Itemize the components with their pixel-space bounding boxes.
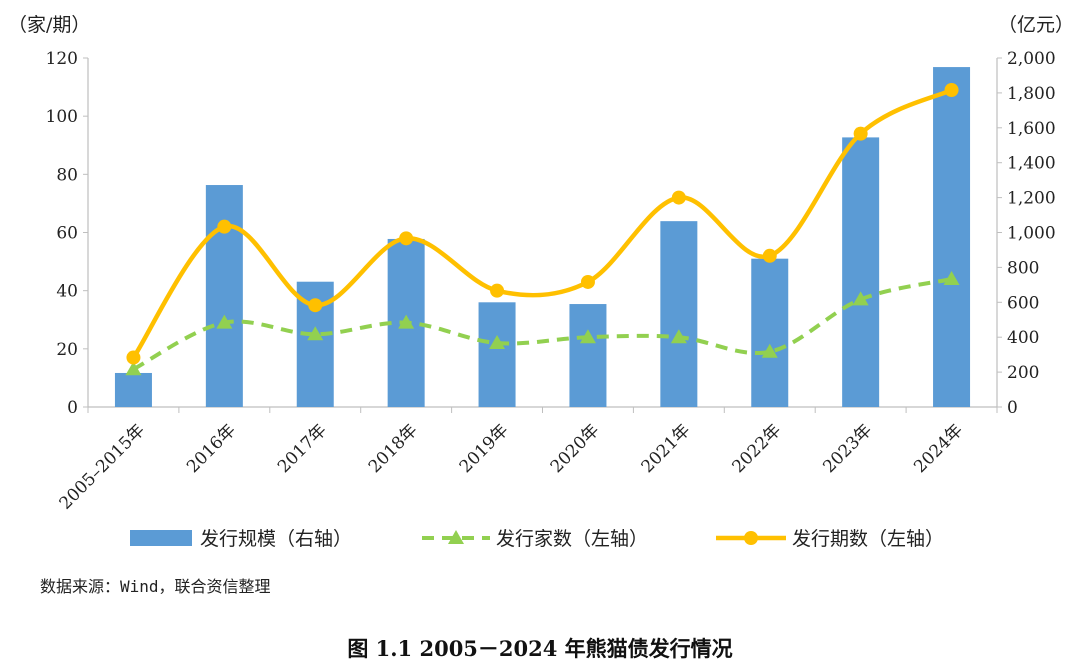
bar-issuance-scale	[205, 185, 243, 407]
point-issuer-count	[943, 271, 960, 286]
right-tick-label: 2,000	[1007, 49, 1056, 69]
left-tick-label: 100	[46, 107, 78, 127]
point-issuer-count	[398, 314, 415, 329]
right-tick-label: 600	[1007, 293, 1039, 313]
right-tick-label: 1,000	[1007, 224, 1056, 244]
bars-layer	[114, 67, 971, 407]
legend-label-smooth: 发行期数（左轴）	[792, 528, 944, 550]
point-issue-count	[853, 126, 868, 141]
right-tick-label: 1,800	[1007, 84, 1056, 104]
legend: 发行规模（右轴） 发行家数（左轴） 发行期数（左轴）	[130, 528, 944, 550]
point-issue-count	[490, 283, 505, 298]
legend-swatch-bar	[130, 530, 192, 546]
legend-marker-circle	[744, 531, 758, 545]
x-tick-label: 2016年	[183, 420, 240, 477]
point-issue-count	[944, 82, 959, 97]
point-issue-count	[308, 298, 323, 313]
left-axis-unit: （家/期）	[8, 14, 90, 36]
point-issuer-count	[489, 335, 506, 350]
right-tick-label: 1,400	[1007, 154, 1056, 174]
point-issuer-count	[125, 361, 142, 376]
point-issuer-count	[579, 329, 596, 344]
x-tick-label: 2017年	[274, 420, 331, 477]
legend-label-bar: 发行规模（右轴）	[200, 528, 352, 550]
x-tick-label: 2005–2015年	[56, 420, 149, 513]
right-axis-unit: （亿元）	[998, 14, 1074, 36]
right-tick-label: 400	[1007, 328, 1039, 348]
right-tick-label: 200	[1007, 363, 1039, 383]
point-issue-count	[126, 350, 141, 365]
bar-issuance-scale	[114, 372, 152, 407]
right-tick-label: 1,200	[1007, 189, 1056, 209]
bar-issuance-scale	[478, 302, 516, 407]
lines-layer	[125, 82, 960, 376]
right-tick-label: 800	[1007, 258, 1039, 278]
bar-issuance-scale	[751, 258, 789, 407]
point-issuer-count	[761, 343, 778, 358]
x-tick-label: 2020年	[547, 420, 604, 477]
x-tick-label: 2018年	[365, 420, 422, 477]
right-tick-label: 0	[1007, 398, 1018, 418]
point-issuer-count	[670, 329, 687, 344]
bar-issuance-scale	[660, 221, 698, 407]
point-issuer-count	[216, 314, 233, 329]
left-tick-label: 80	[56, 165, 78, 185]
left-tick-label: 0	[67, 398, 78, 418]
bar-issuance-scale	[842, 137, 880, 407]
line-issue-count	[131, 87, 953, 359]
legend-label-dashed: 发行家数（左轴）	[496, 528, 648, 550]
figure-caption: 图 1.1 2005－2024 年熊猫债发行情况	[347, 636, 732, 661]
point-issue-count	[580, 274, 595, 289]
bar-issuance-scale	[569, 304, 607, 407]
left-tick-label: 120	[46, 49, 78, 69]
point-issuer-count	[307, 326, 324, 341]
line-issuer-count	[132, 277, 952, 371]
point-issue-count	[399, 231, 414, 246]
right-tick-label: 1,600	[1007, 119, 1056, 139]
bar-issuance-scale	[933, 67, 971, 407]
axes-layer: 0 20 40 60 80 100 120 0 200 400 600 800 1,000 1,200 1,…	[46, 49, 1056, 514]
legend-marker-triangle	[448, 530, 464, 544]
x-tick-label: 2024年	[910, 420, 967, 477]
left-tick-label: 20	[56, 340, 78, 360]
x-tick-label: 2023年	[819, 420, 876, 477]
point-issue-count	[671, 190, 686, 205]
x-tick-label: 2021年	[638, 420, 695, 477]
left-tick-label: 40	[56, 282, 78, 302]
data-source: 数据来源：Wind，联合资信整理	[40, 577, 271, 596]
x-tick-label: 2022年	[729, 420, 786, 477]
point-issuer-count	[852, 291, 869, 306]
point-issue-count	[217, 219, 232, 234]
point-issue-count	[762, 248, 777, 263]
x-tick-label: 2019年	[456, 420, 513, 477]
left-tick-label: 60	[56, 224, 78, 244]
